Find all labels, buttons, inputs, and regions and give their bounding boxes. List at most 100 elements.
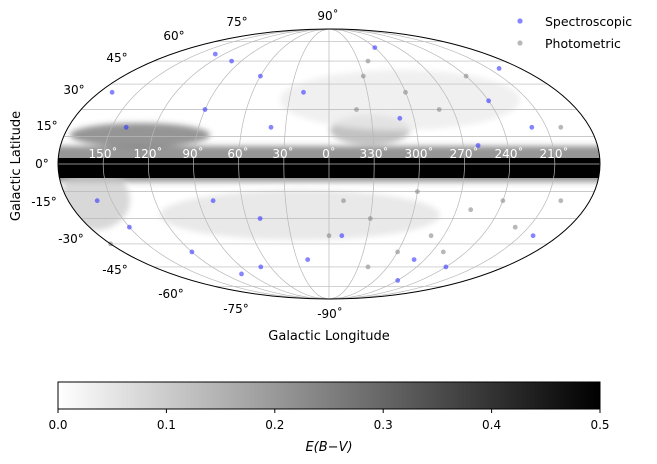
- map-outline: [57, 28, 601, 300]
- graticule-meridian: [328, 29, 420, 299]
- dust-cloud-north: [70, 123, 210, 147]
- lon-tick-210: 210˚: [540, 146, 569, 161]
- colorbar-label: E(B−V): [305, 440, 352, 455]
- sky-map: [57, 28, 601, 300]
- graticule-meridian: [193, 29, 330, 299]
- photometric-point: [354, 107, 359, 112]
- lat-tick-15: 15°: [36, 119, 57, 133]
- photometric-point: [463, 73, 469, 79]
- photometric-point: [403, 89, 408, 95]
- colorbar-ticks: 0.0 0.1 0.2 0.3 0.4 0.5: [48, 409, 610, 432]
- dust-plane-core: [58, 158, 600, 178]
- lon-tick-150: 150˚: [89, 146, 118, 161]
- lon-tick-60: 60˚: [227, 146, 248, 161]
- photometric-point: [365, 58, 371, 64]
- photometric-point: [428, 233, 434, 239]
- spectroscopic-point: [258, 73, 263, 79]
- colorbar-tick-label: 0.2: [265, 418, 284, 432]
- photometric-point: [326, 233, 332, 239]
- lat-tick-minus-30: -30°: [58, 232, 84, 246]
- photometric-point: [395, 249, 400, 255]
- latitude-tick-labels: 90˚ 75° 60° 45° 30° 15° 0° -15° -30° -45…: [31, 8, 343, 321]
- colorbar-gradient: [57, 381, 601, 410]
- dust-map: [58, 29, 600, 299]
- x-axis-label: Galactic Longitude: [268, 329, 389, 344]
- dust-haze-north: [280, 70, 520, 130]
- graticule: [58, 29, 600, 299]
- lat-tick-75: 75°: [226, 15, 247, 29]
- photometric-point: [360, 73, 366, 79]
- spectroscopic-point: [123, 124, 129, 130]
- spectroscopic-point: [268, 124, 274, 130]
- photometric-points: [108, 58, 564, 270]
- lat-tick-minus-75: -75°: [223, 302, 249, 316]
- lat-tick-45: 45°: [106, 51, 127, 65]
- lat-tick-minus-15: -15°: [31, 195, 57, 209]
- photometric-point: [468, 207, 474, 213]
- spectroscopic-points: [94, 45, 536, 283]
- lon-tick-0: 0˚: [322, 146, 336, 161]
- colorbar-tick-label: 0.1: [157, 418, 176, 432]
- spectroscopic-point: [529, 124, 535, 130]
- photometric-point: [440, 249, 446, 255]
- photometric-point: [415, 189, 420, 195]
- graticule-meridian: [147, 29, 330, 299]
- lon-tick-120: 120˚: [134, 146, 163, 161]
- spectroscopic-point: [496, 66, 502, 71]
- spectroscopic-point: [305, 257, 311, 262]
- photometric-point: [341, 198, 346, 204]
- spectroscopic-point: [212, 51, 218, 57]
- spectroscopic-point: [475, 143, 481, 148]
- spectroscopic-point: [443, 264, 449, 270]
- spectroscopic-point: [189, 249, 195, 255]
- graticule-meridian: [328, 29, 556, 299]
- graticule-meridian: [328, 29, 375, 299]
- photometric-point: [436, 107, 442, 112]
- legend-marker-photometric: [517, 40, 523, 46]
- colorbar-tick-label: 0.0: [48, 418, 67, 432]
- spectroscopic-point: [126, 224, 132, 230]
- legend-label-spectroscopic: Spectroscopic: [545, 14, 632, 29]
- longitude-tick-labels: 150˚ 120˚ 90˚ 60˚ 30˚ 0˚ 330˚ 300˚ 270˚ …: [89, 146, 569, 161]
- lon-tick-30: 30˚: [272, 146, 293, 161]
- colorbar-tick-label: 0.4: [482, 418, 501, 432]
- photometric-point: [365, 264, 371, 270]
- lat-tick-minus-60: -60°: [158, 287, 184, 301]
- dust-haze-south: [160, 190, 440, 240]
- spectroscopic-point: [397, 115, 403, 121]
- lon-tick-240: 240˚: [495, 146, 524, 161]
- spectroscopic-point: [395, 278, 401, 283]
- spectroscopic-point: [109, 89, 115, 95]
- graticule-meridian: [283, 29, 330, 299]
- spectroscopic-point: [530, 233, 536, 239]
- spectroscopic-point: [258, 264, 264, 270]
- photometric-point: [558, 124, 564, 130]
- y-axis-label: Galactic Latitude: [9, 111, 24, 221]
- spectroscopic-point: [301, 89, 306, 95]
- lat-tick-minus-90: -90˚: [317, 306, 343, 321]
- spectroscopic-point: [239, 271, 244, 277]
- lon-tick-90: 90˚: [182, 146, 203, 161]
- graticule-meridian: [102, 29, 330, 299]
- lat-tick-minus-45: -45°: [102, 263, 128, 277]
- lat-tick-60: 60°: [163, 29, 184, 43]
- spectroscopic-point: [486, 98, 491, 104]
- spectroscopic-point: [372, 45, 378, 50]
- legend: Spectroscopic Photometric: [517, 14, 632, 51]
- lat-tick-0: 0°: [35, 157, 49, 171]
- graticule-meridian: [328, 29, 465, 299]
- legend-label-photometric: Photometric: [545, 36, 621, 51]
- photometric-point: [500, 198, 506, 204]
- photometric-point: [512, 224, 518, 230]
- photometric-point: [558, 198, 564, 204]
- photometric-point: [367, 216, 373, 221]
- spectroscopic-point: [94, 198, 100, 204]
- lat-tick-90: 90˚: [317, 8, 338, 23]
- spectroscopic-point: [411, 257, 417, 262]
- spectroscopic-point: [202, 107, 208, 112]
- lat-tick-30: 30°: [63, 83, 84, 97]
- colorbar: 0.0 0.1 0.2 0.3 0.4 0.5 E(B−V): [48, 381, 610, 455]
- spectroscopic-point: [210, 198, 216, 204]
- spectroscopic-point: [339, 233, 345, 239]
